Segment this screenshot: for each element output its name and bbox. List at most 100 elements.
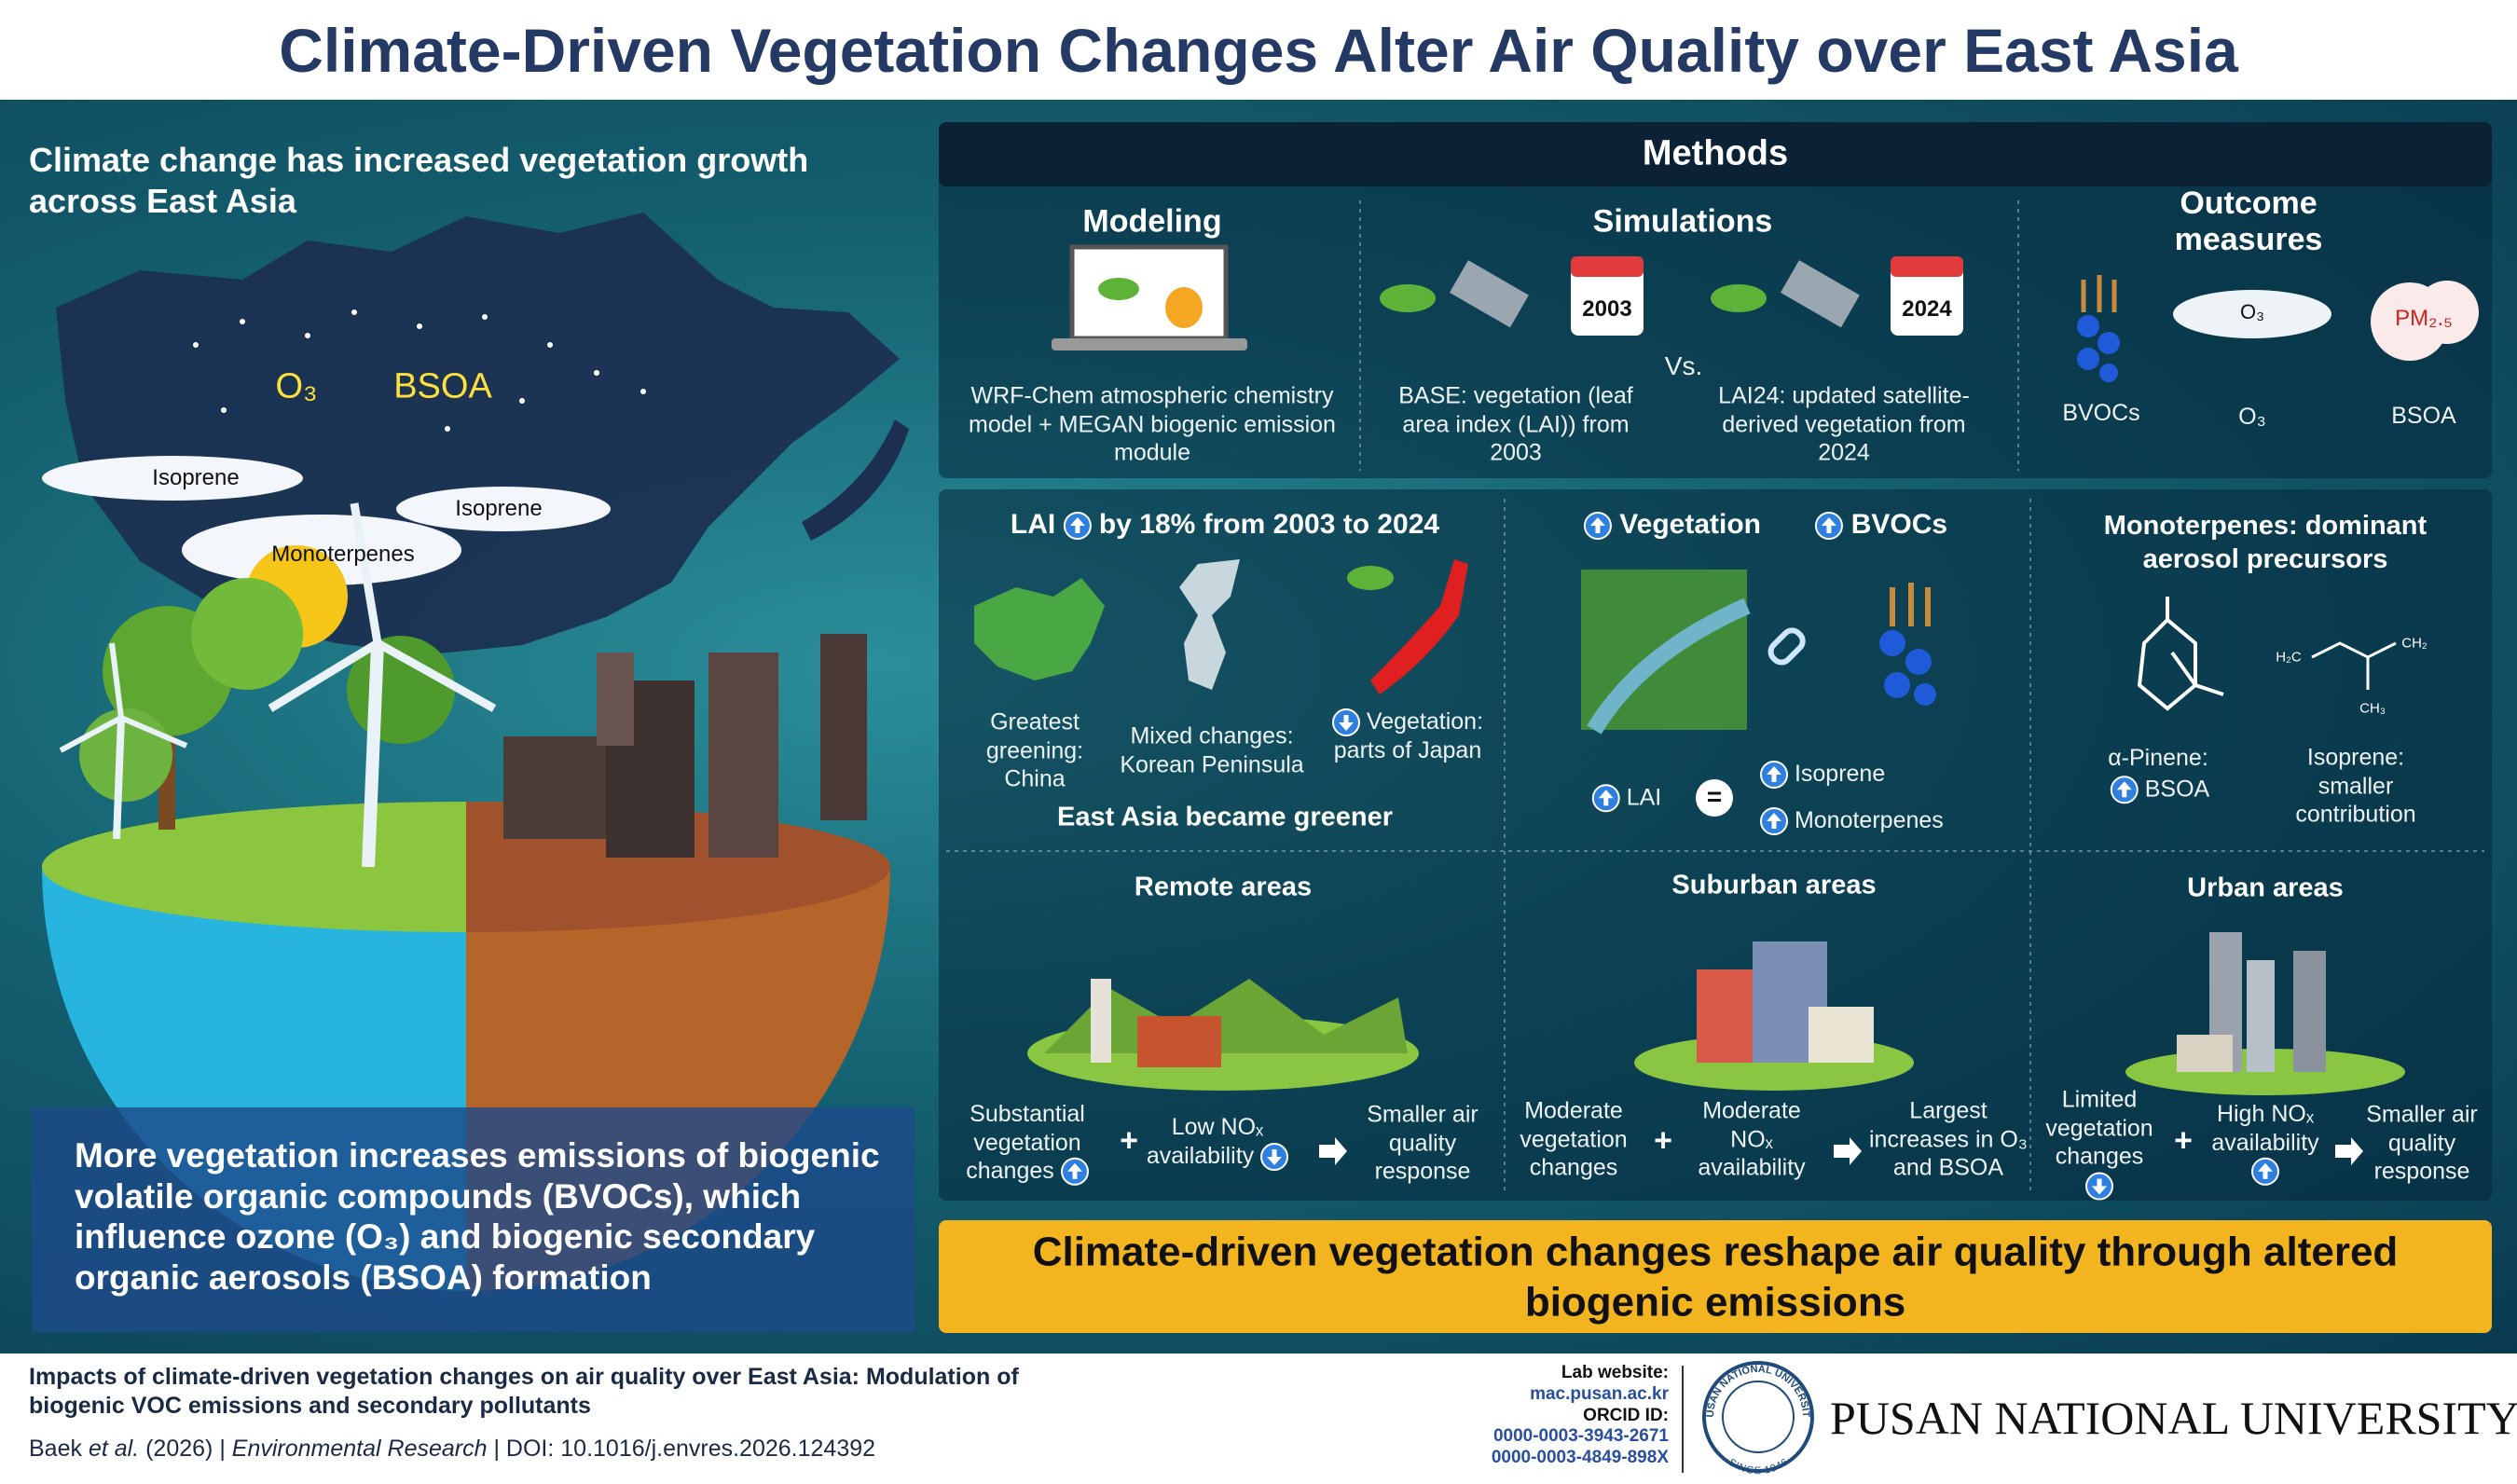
title-bar: Climate-Driven Vegetation Changes Alter … [0,0,2517,100]
conclusion-text: Climate-driven vegetation changes reshap… [1032,1229,2399,1325]
outcome-label: O₃ [2238,403,2266,430]
citation: Baek et al. (2026) | Environmental Resea… [29,1436,875,1463]
lai-item: LAI [1591,783,1662,813]
chimney [708,653,778,858]
atom [1884,672,1910,698]
et-al: et al. [88,1436,140,1462]
satellite [1449,260,1529,328]
tree [191,578,303,690]
windmill [1091,979,1111,1063]
atom [2077,315,2099,337]
area-nox: High NOₓ availability [2195,1100,2335,1187]
o3-icon-label: O₃ [2239,300,2265,323]
flask [1165,287,1203,328]
university-seal [1702,1361,1814,1473]
increase-icon [1063,512,1092,541]
doi: DOI: 10.1016/j.envres.2026.124392 [505,1436,876,1462]
star [351,309,357,315]
calendar-year: 2003 [1582,296,1632,322]
china-map [974,578,1105,680]
summary-box [32,1107,915,1332]
area-nox-text: Low NOₓ availability [1146,1114,1264,1169]
isoprene-item: Isoprene [1760,760,1885,790]
alpha-pinene: α-Pinene: [2108,744,2208,771]
flow-arrow [1319,1137,1347,1165]
atom [2098,332,2120,354]
tower [2247,960,2275,1072]
increase-icon [1591,784,1620,813]
east-asia-map [56,213,900,654]
map-label: BSOA [393,366,492,406]
orcid: 0000-0003-4849-898X [1491,1448,1669,1468]
calendar-year: 2024 [1902,296,1952,322]
chem-label: CH₂ [2401,635,2428,652]
star [445,426,450,432]
increase-icon [1760,807,1788,836]
lab-url: mac.pusan.ac.kr [1530,1383,1669,1404]
methods-header [939,122,2492,186]
chem-label: H₂C [2276,649,2302,666]
area-title: Remote areas [1134,872,1313,902]
region-label: Vegetation: parts of Japan [1333,708,1484,764]
calendar-top [1571,256,1644,277]
lai-title: LAI by 18% from 2003 to 2024 [1011,509,1439,541]
methods-title: Methods [1642,133,1789,173]
area-title: Urban areas [2187,873,2344,903]
leaf [1098,278,1139,300]
hills [1044,979,1408,1053]
area-vegetation: Substantial vegetation changes [948,1100,1107,1187]
house [2177,1035,2233,1072]
house [1809,1007,1874,1063]
conclusion-banner [939,1220,2492,1333]
left-headline: Climate change has increased vegetation … [29,141,809,220]
tower [2293,951,2326,1072]
lai-label: LAI [1626,784,1662,811]
seal-inner [1722,1381,1795,1453]
atom [2077,348,2099,370]
laptop-base [1052,338,1247,350]
star [305,333,310,338]
increase-icon [2110,776,2139,804]
atom [1879,630,1905,656]
vegetation-label: Vegetation [1619,509,1761,540]
stars [193,309,646,432]
o3-cloud [2173,290,2331,338]
university-name: PUSAN NATIONAL UNIVERSITY [1830,1392,2517,1444]
star [482,314,488,320]
star [640,389,646,394]
plus-sign: + [1654,1122,1672,1159]
increase-icon [2251,1158,2279,1187]
japan-map-red [1370,559,1468,694]
section-title: Modeling [1082,203,1222,240]
separator: | [219,1436,226,1462]
flow-arrow [1834,1137,1862,1165]
area-vegetation: Limited vegetation changes [2039,1086,2160,1201]
increase-icon [1583,512,1612,541]
atom [2099,364,2118,382]
region-label-wrap: Vegetation: parts of Japan [1314,708,1501,765]
area-result: Smaller air quality response [2366,1101,2478,1185]
cloud-label: Monoterpenes [271,542,415,567]
emission-arrows [1890,583,1931,626]
region-label: Mixed changes: Korean Peninsula [1120,722,1304,778]
river [1587,598,1751,735]
bvoc-molecule [1879,630,1936,706]
star [221,407,227,413]
star [547,342,553,348]
monoterpenes-label: Monoterpenes [1794,807,1944,833]
pm-icon-label: PM₂.₅ [2395,306,2453,331]
isoprene-structure [2311,641,2397,690]
alpha-result: BSOA [2110,775,2209,804]
increase-icon [1760,761,1788,790]
section-title: Simulations [1592,203,1773,240]
versus: Vs. [1664,350,1703,380]
separator: | [493,1436,500,1462]
left-summary: More vegetation increases emissions of b… [75,1136,880,1297]
equals-badge [1696,779,1733,817]
pinene-structure [2137,597,2224,711]
equals-sign: = [1706,782,1723,811]
area-vegetation: Moderate vegetation changes [1520,1097,1628,1181]
